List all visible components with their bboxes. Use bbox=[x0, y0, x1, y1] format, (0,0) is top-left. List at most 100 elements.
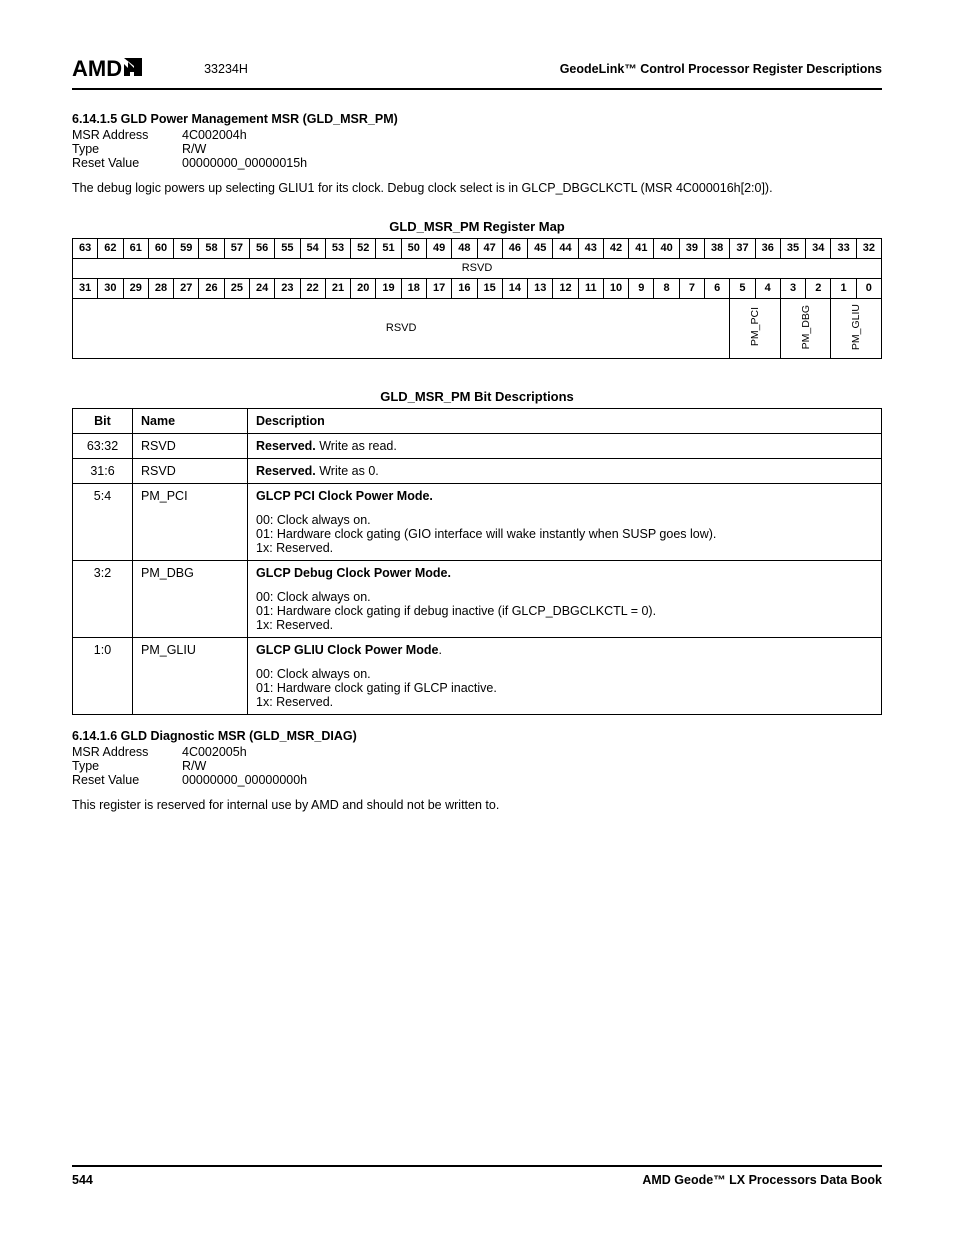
bit-number-cell: 17 bbox=[426, 278, 451, 298]
bit-number-cell: 38 bbox=[705, 238, 730, 258]
desc-cell: Reserved. Write as read. bbox=[248, 433, 882, 458]
bit-number-cell: 16 bbox=[452, 278, 477, 298]
desc-detail-cell: 00: Clock always on. 01: Hardware clock … bbox=[248, 662, 882, 715]
reset-value-row: Reset Value 00000000_00000000h bbox=[72, 773, 882, 787]
desc-title-cell: GLCP PCI Clock Power Mode. bbox=[248, 483, 882, 508]
bit-number-cell: 2 bbox=[806, 278, 831, 298]
bit-number-cell: 31 bbox=[73, 278, 98, 298]
bit-number-cell: 18 bbox=[401, 278, 426, 298]
section-gld-msr-diag: 6.14.1.6 GLD Diagnostic MSR (GLD_MSR_DIA… bbox=[72, 729, 882, 814]
bit-number-cell: 48 bbox=[452, 238, 477, 258]
bit-number-cell: 52 bbox=[351, 238, 376, 258]
name-cell: PM_PCI bbox=[133, 483, 248, 560]
bit-number-cell: 5 bbox=[730, 278, 755, 298]
type-label: Type bbox=[72, 142, 182, 156]
header-section-title: GeodeLink™ Control Processor Register De… bbox=[560, 62, 882, 76]
bit-number-cell: 33 bbox=[831, 238, 856, 258]
desc-detail-cell: 00: Clock always on. 01: Hardware clock … bbox=[248, 508, 882, 561]
msr-address-label: MSR Address bbox=[72, 128, 182, 142]
bit-number-cell: 27 bbox=[174, 278, 199, 298]
bit-number-cell: 39 bbox=[679, 238, 704, 258]
bit-number-cell: 53 bbox=[325, 238, 350, 258]
table-row: 63:32 RSVD Reserved. Write as read. bbox=[73, 433, 882, 458]
name-cell: RSVD bbox=[133, 433, 248, 458]
bit-number-cell: 55 bbox=[275, 238, 300, 258]
reset-value-label: Reset Value bbox=[72, 156, 182, 170]
bit-number-cell: 4 bbox=[755, 278, 780, 298]
bit-number-cell: 22 bbox=[300, 278, 325, 298]
amd-logo: AMD bbox=[72, 56, 144, 82]
msr-address-row: MSR Address 4C002005h bbox=[72, 745, 882, 759]
bit-number-cell: 60 bbox=[148, 238, 173, 258]
bit-number-cell: 49 bbox=[426, 238, 451, 258]
bit-number-cell: 56 bbox=[249, 238, 274, 258]
rsvd-low-cell: RSVD bbox=[73, 298, 730, 358]
type-value: R/W bbox=[182, 759, 206, 773]
bit-number-cell: 24 bbox=[249, 278, 274, 298]
bit-number-cell: 11 bbox=[578, 278, 603, 298]
bit-number-cell: 21 bbox=[325, 278, 350, 298]
name-cell: PM_GLIU bbox=[133, 637, 248, 714]
pm-gliu-field: PM_GLIU bbox=[831, 298, 882, 358]
bit-number-cell: 40 bbox=[654, 238, 679, 258]
bit-number-cell: 1 bbox=[831, 278, 856, 298]
reset-value-value: 00000000_00000000h bbox=[182, 773, 307, 787]
desc-title-cell: GLCP GLIU Clock Power Mode. bbox=[248, 637, 882, 662]
bit-number-cell: 57 bbox=[224, 238, 249, 258]
bit-number-cell: 43 bbox=[578, 238, 603, 258]
bit-cell: 1:0 bbox=[73, 637, 133, 714]
bit-number-cell: 8 bbox=[654, 278, 679, 298]
table-row: 3:2 PM_DBG GLCP Debug Clock Power Mode. bbox=[73, 560, 882, 585]
section-heading: 6.14.1.5 GLD Power Management MSR (GLD_M… bbox=[72, 112, 882, 126]
bits-low-row: 3130292827262524232221201918171615141312… bbox=[73, 278, 882, 298]
bit-number-cell: 42 bbox=[603, 238, 628, 258]
bit-number-cell: 14 bbox=[502, 278, 527, 298]
bit-number-cell: 20 bbox=[351, 278, 376, 298]
bit-number-cell: 26 bbox=[199, 278, 224, 298]
msr-address-value: 4C002005h bbox=[182, 745, 247, 759]
pm-dbg-field: PM_DBG bbox=[780, 298, 831, 358]
type-label: Type bbox=[72, 759, 182, 773]
bit-number-cell: 59 bbox=[174, 238, 199, 258]
bit-number-cell: 3 bbox=[780, 278, 805, 298]
bit-number-cell: 41 bbox=[629, 238, 654, 258]
desc-detail-cell: 00: Clock always on. 01: Hardware clock … bbox=[248, 585, 882, 638]
bit-number-cell: 54 bbox=[300, 238, 325, 258]
msr-address-label: MSR Address bbox=[72, 745, 182, 759]
desc-cell: Reserved. Write as 0. bbox=[248, 458, 882, 483]
book-title: AMD Geode™ LX Processors Data Book bbox=[642, 1173, 882, 1187]
bit-number-cell: 34 bbox=[806, 238, 831, 258]
bit-number-cell: 10 bbox=[603, 278, 628, 298]
rsvd-high-cell: RSVD bbox=[73, 258, 882, 278]
col-bit: Bit bbox=[73, 408, 133, 433]
section-heading: 6.14.1.6 GLD Diagnostic MSR (GLD_MSR_DIA… bbox=[72, 729, 882, 743]
logo-mark-icon bbox=[124, 56, 144, 82]
section-paragraph: The debug logic powers up selecting GLIU… bbox=[72, 180, 882, 197]
bit-number-cell: 58 bbox=[199, 238, 224, 258]
bit-cell: 3:2 bbox=[73, 560, 133, 637]
bit-number-cell: 37 bbox=[730, 238, 755, 258]
bit-number-cell: 29 bbox=[123, 278, 148, 298]
bit-number-cell: 23 bbox=[275, 278, 300, 298]
page-footer: 544 AMD Geode™ LX Processors Data Book bbox=[72, 1165, 882, 1187]
bit-number-cell: 19 bbox=[376, 278, 401, 298]
bit-number-cell: 0 bbox=[856, 278, 881, 298]
msr-address-value: 4C002004h bbox=[182, 128, 247, 142]
type-row: Type R/W bbox=[72, 142, 882, 156]
bit-number-cell: 44 bbox=[553, 238, 578, 258]
reset-value-value: 00000000_00000015h bbox=[182, 156, 307, 170]
page-header: AMD 33234H GeodeLink™ Control Processor … bbox=[72, 56, 882, 90]
col-name: Name bbox=[133, 408, 248, 433]
bit-number-cell: 36 bbox=[755, 238, 780, 258]
msr-address-row: MSR Address 4C002004h bbox=[72, 128, 882, 142]
bit-description-table: Bit Name Description 63:32 RSVD Reserved… bbox=[72, 408, 882, 715]
section-paragraph: This register is reserved for internal u… bbox=[72, 797, 882, 814]
name-cell: PM_DBG bbox=[133, 560, 248, 637]
bit-number-cell: 62 bbox=[98, 238, 123, 258]
bit-number-cell: 7 bbox=[679, 278, 704, 298]
bit-number-cell: 63 bbox=[73, 238, 98, 258]
pm-pci-field: PM_PCI bbox=[730, 298, 781, 358]
table-row: 31:6 RSVD Reserved. Write as 0. bbox=[73, 458, 882, 483]
type-row: Type R/W bbox=[72, 759, 882, 773]
bit-number-cell: 9 bbox=[629, 278, 654, 298]
